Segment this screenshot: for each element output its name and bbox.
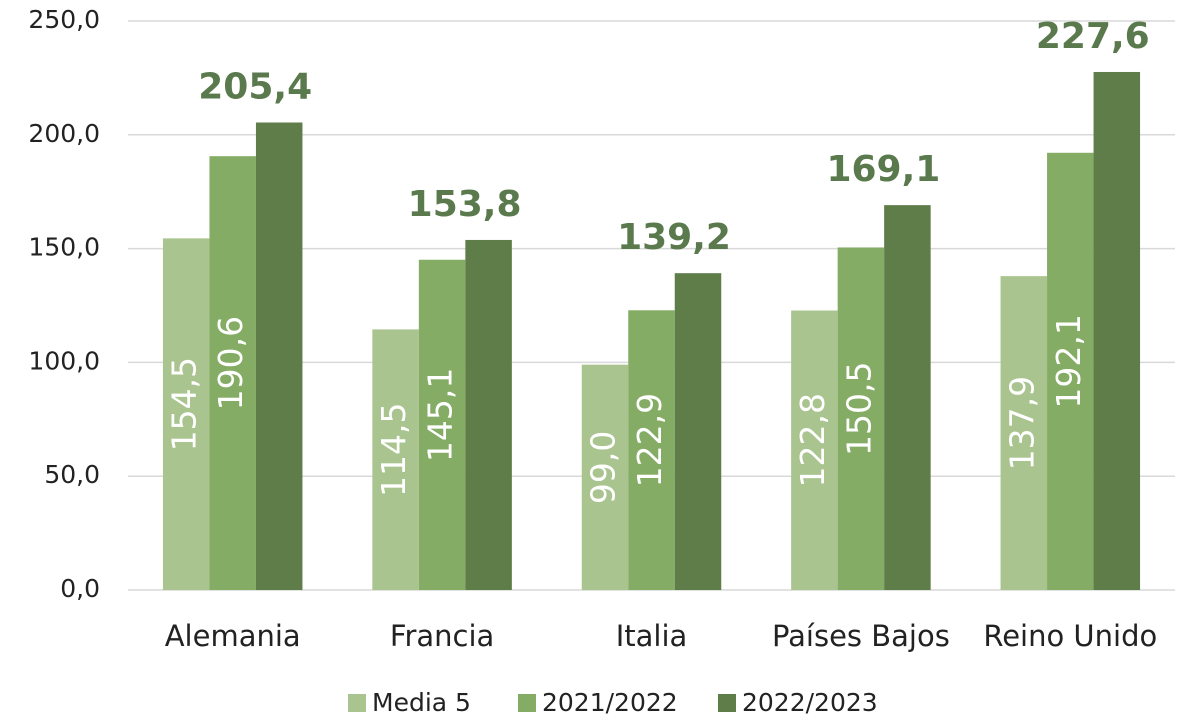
data-label: 150,5 bbox=[839, 361, 878, 455]
data-label: 139,2 bbox=[617, 217, 731, 258]
legend-label: 2022/2023 bbox=[742, 688, 878, 717]
y-tick-label: 100,0 bbox=[28, 346, 100, 375]
data-label: 227,6 bbox=[1036, 16, 1150, 57]
bar bbox=[628, 310, 675, 590]
legend-swatch bbox=[348, 694, 366, 712]
bar bbox=[372, 329, 419, 590]
data-label: 154,5 bbox=[165, 357, 204, 451]
data-label: 137,9 bbox=[1002, 376, 1041, 470]
bar bbox=[1000, 276, 1048, 590]
x-tick-label: Francia bbox=[390, 619, 494, 653]
bar bbox=[581, 364, 629, 590]
bar bbox=[884, 205, 931, 590]
bar bbox=[209, 156, 256, 590]
data-label: 114,5 bbox=[374, 402, 413, 496]
bar bbox=[162, 238, 210, 590]
legend-label: Media 5 bbox=[372, 688, 471, 717]
x-tick-label: Italia bbox=[616, 619, 688, 653]
bar bbox=[1047, 152, 1094, 590]
data-label: 122,8 bbox=[793, 393, 832, 487]
x-tick-label: Países Bajos bbox=[772, 619, 950, 653]
x-tick-label: Reino Unido bbox=[983, 619, 1157, 653]
y-tick-label: 200,0 bbox=[28, 119, 100, 148]
legend-swatch bbox=[718, 694, 736, 712]
data-label: 153,8 bbox=[408, 184, 522, 225]
data-label: 145,1 bbox=[421, 368, 460, 462]
bar bbox=[837, 247, 885, 590]
bar bbox=[418, 259, 466, 590]
data-label: 99,0 bbox=[584, 431, 623, 504]
data-label: 192,1 bbox=[1049, 314, 1088, 408]
data-label: 190,6 bbox=[211, 316, 250, 410]
y-tick-label: 250,0 bbox=[28, 5, 100, 34]
bar bbox=[255, 122, 303, 591]
y-tick-label: 50,0 bbox=[44, 460, 100, 489]
y-tick-label: 150,0 bbox=[28, 233, 100, 262]
bar bbox=[791, 310, 838, 590]
y-tick-label: 0,0 bbox=[60, 574, 100, 603]
bar bbox=[1093, 71, 1141, 590]
legend-label: 2021/2022 bbox=[542, 688, 678, 717]
legend-swatch bbox=[518, 694, 536, 712]
bar bbox=[674, 273, 722, 590]
data-label: 205,4 bbox=[198, 67, 312, 108]
data-label: 122,9 bbox=[630, 393, 669, 487]
bar bbox=[465, 239, 512, 590]
data-label: 169,1 bbox=[826, 149, 940, 190]
x-tick-label: Alemania bbox=[165, 619, 301, 653]
